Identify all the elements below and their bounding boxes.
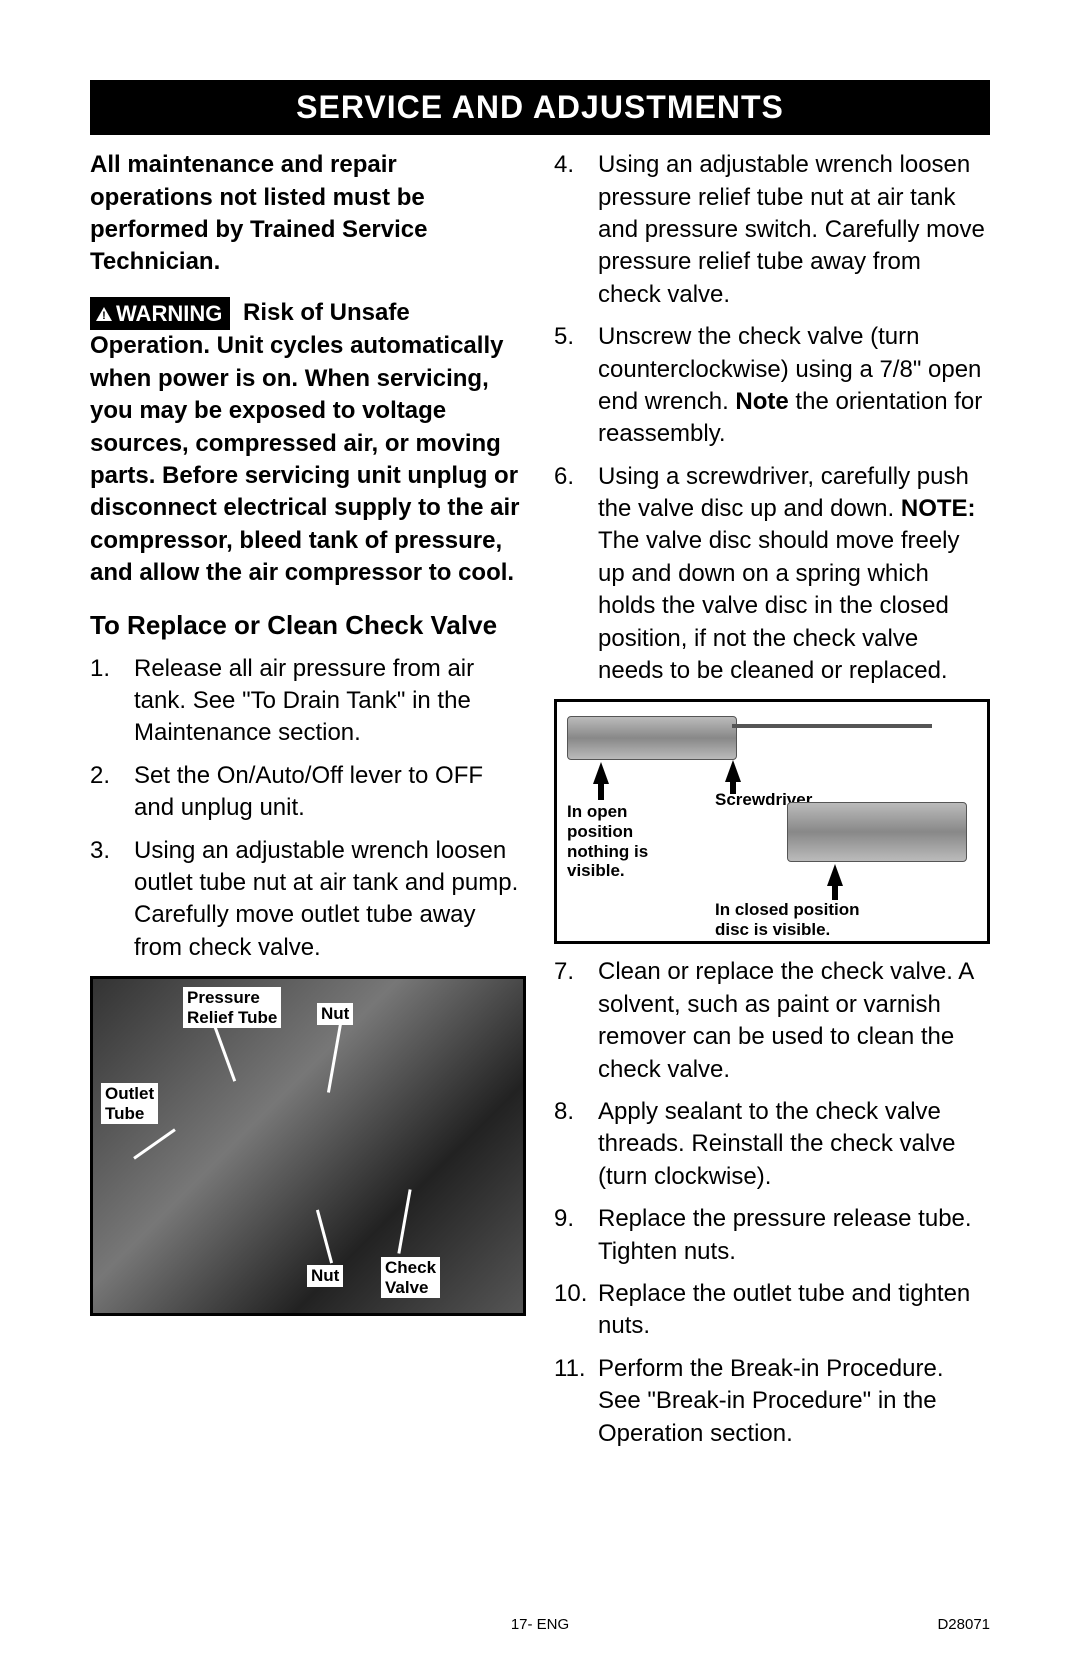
steps-list-left: 1.Release all air pressure from air tank… [90, 653, 526, 965]
svg-text:!: ! [102, 310, 106, 321]
step-item: 4.Using an adjustable wrench loosen pres… [554, 149, 990, 311]
step-item: 7.Clean or replace the check valve. A so… [554, 956, 990, 1086]
screwdriver-graphic [732, 724, 932, 728]
fig-arrow-line [316, 1210, 333, 1264]
arrow-stem [832, 884, 838, 900]
valve-open-graphic [567, 716, 737, 760]
step-text: Clean or replace the check valve. A solv… [598, 956, 990, 1086]
step-number: 10. [554, 1278, 598, 1343]
steps-list-right-bottom: 7.Clean or replace the check valve. A so… [554, 956, 990, 1449]
fig-label-outlet-tube: Outlet Tube [101, 1083, 158, 1124]
fig-label-open-position: In open position nothing is visible. [567, 802, 648, 880]
warning-body: Risk of Unsafe Operation. Unit cycles au… [90, 299, 519, 586]
step-text: Using an adjustable wrench loosen outlet… [134, 835, 526, 965]
step-number: 3. [90, 835, 134, 965]
figure-valve-positions: Screwdriver In open position nothing is … [554, 699, 990, 944]
arrow-icon [725, 760, 741, 782]
arrow-stem [598, 782, 604, 800]
fig-label-nut-bottom: Nut [307, 1265, 343, 1287]
step-item: 11.Perform the Break-in Procedure. See "… [554, 1353, 990, 1450]
fig-label-pressure-relief-tube: Pressure Relief Tube [183, 987, 281, 1028]
right-column: 4.Using an adjustable wrench loosen pres… [554, 149, 990, 1460]
step-text: Replace the pressure release tube. Tight… [598, 1203, 990, 1268]
arrow-icon [827, 864, 843, 886]
step-text: Using a screwdriver, carefully push the … [598, 461, 990, 688]
note-label: NOTE: [901, 495, 976, 522]
step-number: 2. [90, 760, 134, 825]
warning-paragraph: ! WARNING Risk of Unsafe Operation. Unit… [90, 297, 526, 590]
step-item: 5.Unscrew the check valve (turn counterc… [554, 321, 990, 451]
two-column-layout: All maintenance and repair operations no… [90, 149, 990, 1460]
step-number: 1. [90, 653, 134, 750]
step-text: Release all air pressure from air tank. … [134, 653, 526, 750]
footer-doc-code: D28071 [937, 1615, 990, 1635]
step-text: Set the On/Auto/Off lever to OFF and unp… [134, 760, 526, 825]
warning-badge-text: WARNING [116, 301, 222, 326]
step-item: 3.Using an adjustable wrench loosen outl… [90, 835, 526, 965]
arrow-icon [593, 762, 609, 784]
step-number: 5. [554, 321, 598, 451]
warning-badge: ! WARNING [90, 297, 230, 331]
step-text: Using an adjustable wrench loosen pressu… [598, 149, 990, 311]
fig-label-check-valve: Check Valve [381, 1257, 440, 1298]
fig-label-closed-position: In closed position disc is visible. [715, 900, 860, 939]
warning-triangle-icon: ! [96, 299, 112, 329]
fig-arrow-line [133, 1129, 176, 1160]
step-number: 9. [554, 1203, 598, 1268]
fig-label-nut-top: Nut [317, 1003, 353, 1025]
fig-arrow-line [397, 1189, 411, 1254]
step-item: 10.Replace the outlet tube and tighten n… [554, 1278, 990, 1343]
step-item: 9.Replace the pressure release tube. Tig… [554, 1203, 990, 1268]
section-title-bar: SERVICE AND ADJUSTMENTS [90, 80, 990, 135]
procedure-subheading: To Replace or Clean Check Valve [90, 608, 526, 643]
intro-text: All maintenance and repair operations no… [90, 149, 526, 279]
fig-arrow-line [327, 1023, 342, 1092]
step-item: 2.Set the On/Auto/Off lever to OFF and u… [90, 760, 526, 825]
figure-check-valve-assembly: Pressure Relief Tube Nut Outlet Tube Nut… [90, 976, 526, 1316]
step-item: 8.Apply sealant to the check valve threa… [554, 1096, 990, 1193]
step-number: 11. [554, 1353, 598, 1450]
left-column: All maintenance and repair operations no… [90, 149, 526, 1460]
step-number: 4. [554, 149, 598, 311]
step-text: Apply sealant to the check valve threads… [598, 1096, 990, 1193]
step-text-tail: The valve disc should move freely up and… [598, 527, 960, 684]
step-text: Perform the Break-in Procedure. See "Bre… [598, 1353, 990, 1450]
footer-page-number: 17- ENG [511, 1615, 569, 1635]
step-number: 6. [554, 461, 598, 688]
steps-list-right-top: 4.Using an adjustable wrench loosen pres… [554, 149, 990, 687]
step-item: 6.Using a screwdriver, carefully push th… [554, 461, 990, 688]
step-number: 8. [554, 1096, 598, 1193]
note-inline: Note [735, 388, 788, 415]
section-title: SERVICE AND ADJUSTMENTS [296, 89, 784, 125]
step-text: Replace the outlet tube and tighten nuts… [598, 1278, 990, 1343]
step-item: 1.Release all air pressure from air tank… [90, 653, 526, 750]
step-number: 7. [554, 956, 598, 1086]
fig-arrow-line [213, 1024, 236, 1081]
step-text: Unscrew the check valve (turn counterclo… [598, 321, 990, 451]
valve-closed-graphic [787, 802, 967, 862]
